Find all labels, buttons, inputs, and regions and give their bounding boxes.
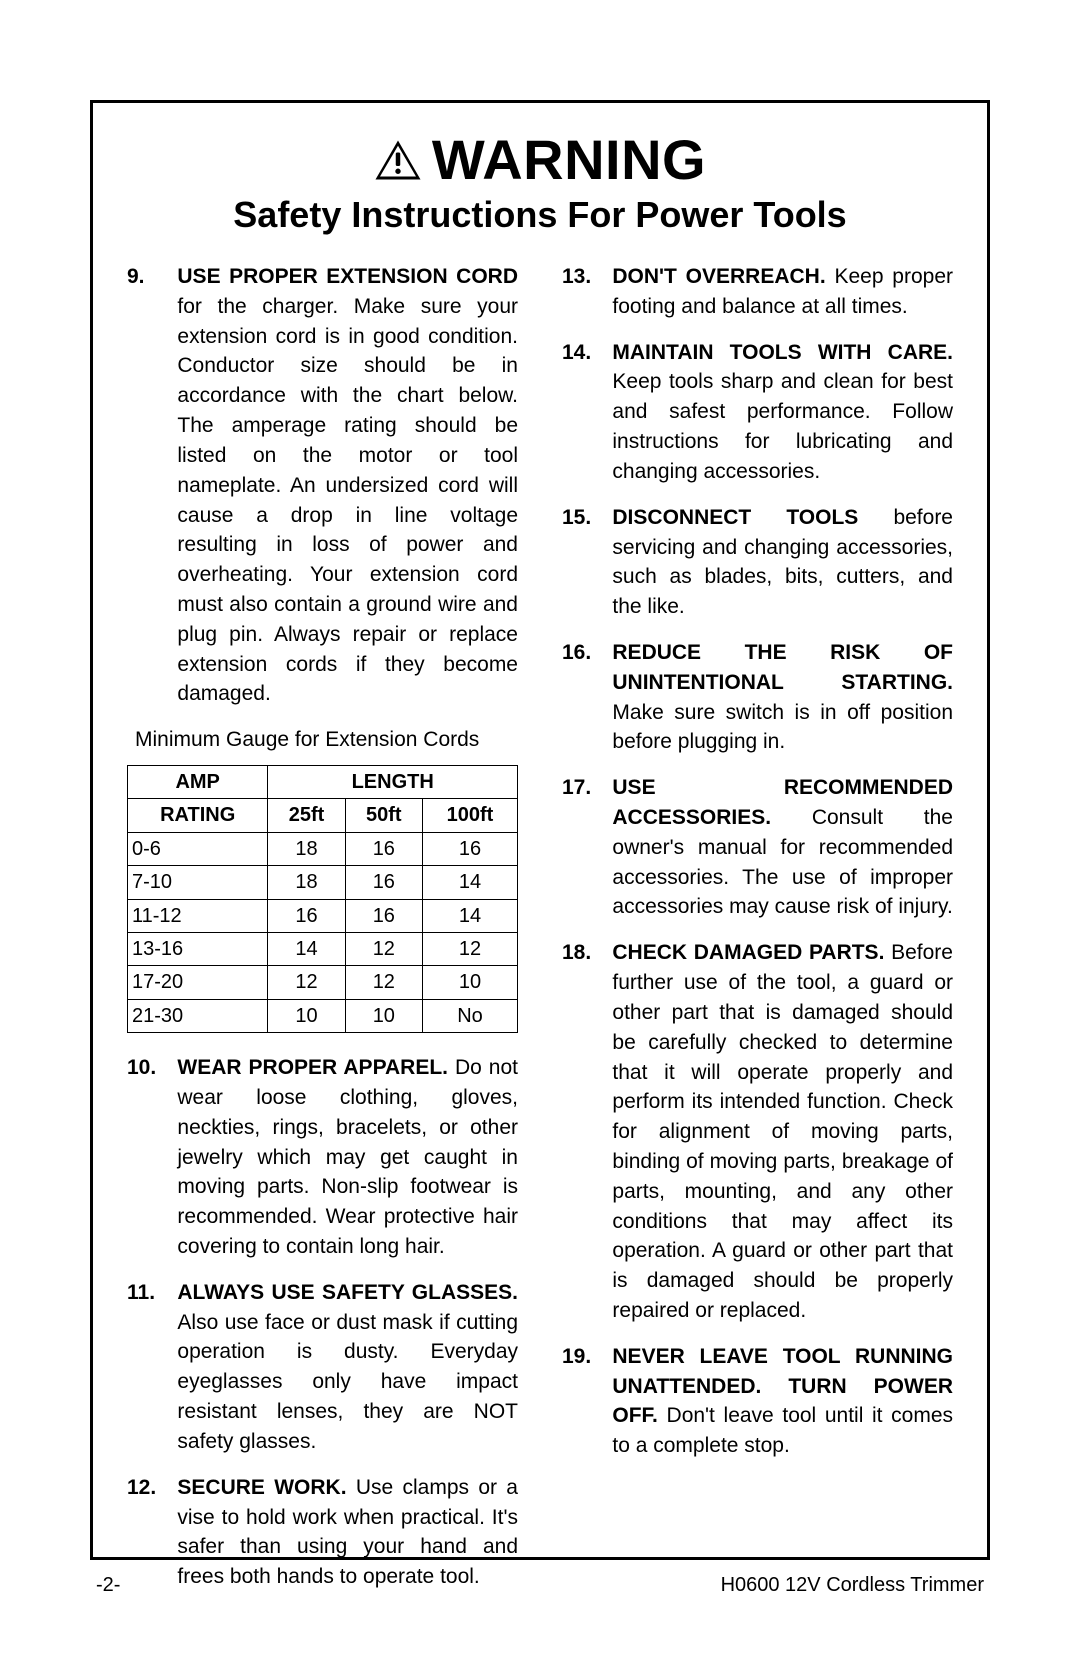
table-cell: 10	[345, 999, 422, 1032]
item-lead: CHECK DAMAGED PARTS.	[612, 941, 884, 964]
instruction-item: 19.NEVER LEAVE TOOL RUNNING UNATTENDED. …	[562, 1342, 953, 1461]
subtitle: Safety Instructions For Power Tools	[127, 194, 953, 236]
item-number: 10.	[127, 1053, 177, 1262]
instruction-item: 15.DISCONNECT TOOLS before servicing and…	[562, 503, 953, 622]
table-cell: 18	[268, 832, 345, 865]
table-row: 7-10181614	[128, 866, 518, 899]
len-50: 50ft	[345, 799, 422, 832]
item-lead: USE RECOMMENDED ACCESSORIES.	[612, 776, 953, 829]
product-name: H0600 12V Cordless Trimmer	[721, 1574, 984, 1597]
item-number: 12.	[127, 1473, 177, 1592]
content-frame: WARNING Safety Instructions For Power To…	[90, 100, 990, 1560]
item-body: USE PROPER EXTENSION CORD for the charge…	[177, 262, 518, 709]
table-cell: 11-12	[128, 899, 268, 932]
instruction-list: 9.USE PROPER EXTENSION CORD for the char…	[127, 262, 518, 709]
table-cell: 7-10	[128, 866, 268, 899]
table-cell: 14	[268, 932, 345, 965]
table-cell: 16	[345, 832, 422, 865]
item-lead: SECURE WORK.	[177, 1476, 346, 1499]
instruction-item: 17.USE RECOMMENDED ACCESSORIES. Consult …	[562, 773, 953, 922]
table-cell: 12	[422, 932, 517, 965]
item-body: SECURE WORK. Use clamps or a vise to hol…	[177, 1473, 518, 1592]
table-cell: 16	[422, 832, 517, 865]
table-cell: 12	[345, 932, 422, 965]
item-body: DON'T OVERREACH. Keep proper footing and…	[612, 262, 953, 322]
item-number: 15.	[562, 503, 612, 622]
table-cell: 12	[268, 966, 345, 999]
item-body: REDUCE THE RISK OF UNINTENTIONAL STARTIN…	[612, 638, 953, 757]
item-body: DISCONNECT TOOLS before servicing and ch…	[612, 503, 953, 622]
instruction-list: 13.DON'T OVERREACH. Keep proper footing …	[562, 262, 953, 1461]
table-cell: 10	[268, 999, 345, 1032]
instruction-item: 16.REDUCE THE RISK OF UNINTENTIONAL STAR…	[562, 638, 953, 757]
item-number: 14.	[562, 338, 612, 487]
instruction-item: 14.MAINTAIN TOOLS WITH CARE. Keep tools …	[562, 338, 953, 487]
item-lead: NEVER LEAVE TOOL RUNNING UNATTENDED. TUR…	[612, 1345, 953, 1428]
item-lead: ALWAYS USE SAFETY GLASSES.	[177, 1281, 518, 1304]
len-25: 25ft	[268, 799, 345, 832]
table-row: 21-301010No	[128, 999, 518, 1032]
right-column: 13.DON'T OVERREACH. Keep proper footing …	[562, 262, 953, 1608]
table-row: 11-12161614	[128, 899, 518, 932]
table-caption: Minimum Gauge for Extension Cords	[135, 725, 518, 755]
table-cell: 14	[422, 899, 517, 932]
amp-header-bottom: RATING	[128, 799, 268, 832]
item-lead: MAINTAIN TOOLS WITH CARE.	[612, 341, 953, 364]
item-body: CHECK DAMAGED PARTS. Before further use …	[612, 938, 953, 1326]
page-number: -2-	[96, 1574, 120, 1597]
item-lead: WEAR PROPER APPAREL.	[177, 1056, 448, 1079]
warning-triangle-icon	[374, 139, 422, 181]
item-number: 13.	[562, 262, 612, 322]
columns: 9.USE PROPER EXTENSION CORD for the char…	[127, 262, 953, 1608]
instruction-item: 13.DON'T OVERREACH. Keep proper footing …	[562, 262, 953, 322]
table-cell: 16	[268, 899, 345, 932]
item-number: 19.	[562, 1342, 612, 1461]
item-body: NEVER LEAVE TOOL RUNNING UNATTENDED. TUR…	[612, 1342, 953, 1461]
extension-cord-table: AMP LENGTH RATING 25ft 50ft 100ft 0-6181…	[127, 765, 518, 1033]
warning-line: WARNING	[374, 127, 706, 192]
table-row: 17-20121210	[128, 966, 518, 999]
item-number: 9.	[127, 262, 177, 709]
item-number: 11.	[127, 1278, 177, 1457]
table-row: 0-6181616	[128, 832, 518, 865]
instruction-item: 10.WEAR PROPER APPAREL. Do not wear loos…	[127, 1053, 518, 1262]
table-row: 13-16141212	[128, 932, 518, 965]
item-body: USE RECOMMENDED ACCESSORIES. Consult the…	[612, 773, 953, 922]
item-lead: REDUCE THE RISK OF UNINTENTIONAL STARTIN…	[612, 641, 953, 694]
table-cell: 13-16	[128, 932, 268, 965]
item-body: WEAR PROPER APPAREL. Do not wear loose c…	[177, 1053, 518, 1262]
item-lead: DON'T OVERREACH.	[612, 265, 825, 288]
item-body: MAINTAIN TOOLS WITH CARE. Keep tools sha…	[612, 338, 953, 487]
instruction-item: 12.SECURE WORK. Use clamps or a vise to …	[127, 1473, 518, 1592]
len-100: 100ft	[422, 799, 517, 832]
warning-header: WARNING Safety Instructions For Power To…	[127, 127, 953, 236]
table-cell: 0-6	[128, 832, 268, 865]
item-body: ALWAYS USE SAFETY GLASSES. Also use face…	[177, 1278, 518, 1457]
item-lead: USE PROPER EXTENSION CORD	[177, 265, 518, 288]
page: WARNING Safety Instructions For Power To…	[0, 0, 1080, 1669]
left-column: 9.USE PROPER EXTENSION CORD for the char…	[127, 262, 518, 1608]
table-cell: No	[422, 999, 517, 1032]
table-cell: 16	[345, 866, 422, 899]
table-cell: 21-30	[128, 999, 268, 1032]
item-number: 17.	[562, 773, 612, 922]
instruction-list: 10.WEAR PROPER APPAREL. Do not wear loos…	[127, 1053, 518, 1592]
warning-word: WARNING	[432, 127, 706, 192]
amp-header-top: AMP	[128, 766, 268, 799]
table-cell: 18	[268, 866, 345, 899]
table-cell: 10	[422, 966, 517, 999]
table-cell: 14	[422, 866, 517, 899]
item-number: 16.	[562, 638, 612, 757]
item-lead: DISCONNECT TOOLS	[612, 506, 858, 529]
table-cell: 17-20	[128, 966, 268, 999]
table-cell: 12	[345, 966, 422, 999]
instruction-item: 11.ALWAYS USE SAFETY GLASSES. Also use f…	[127, 1278, 518, 1457]
table-cell: 16	[345, 899, 422, 932]
instruction-item: 9.USE PROPER EXTENSION CORD for the char…	[127, 262, 518, 709]
length-header: LENGTH	[268, 766, 518, 799]
item-number: 18.	[562, 938, 612, 1326]
instruction-item: 18.CHECK DAMAGED PARTS. Before further u…	[562, 938, 953, 1326]
